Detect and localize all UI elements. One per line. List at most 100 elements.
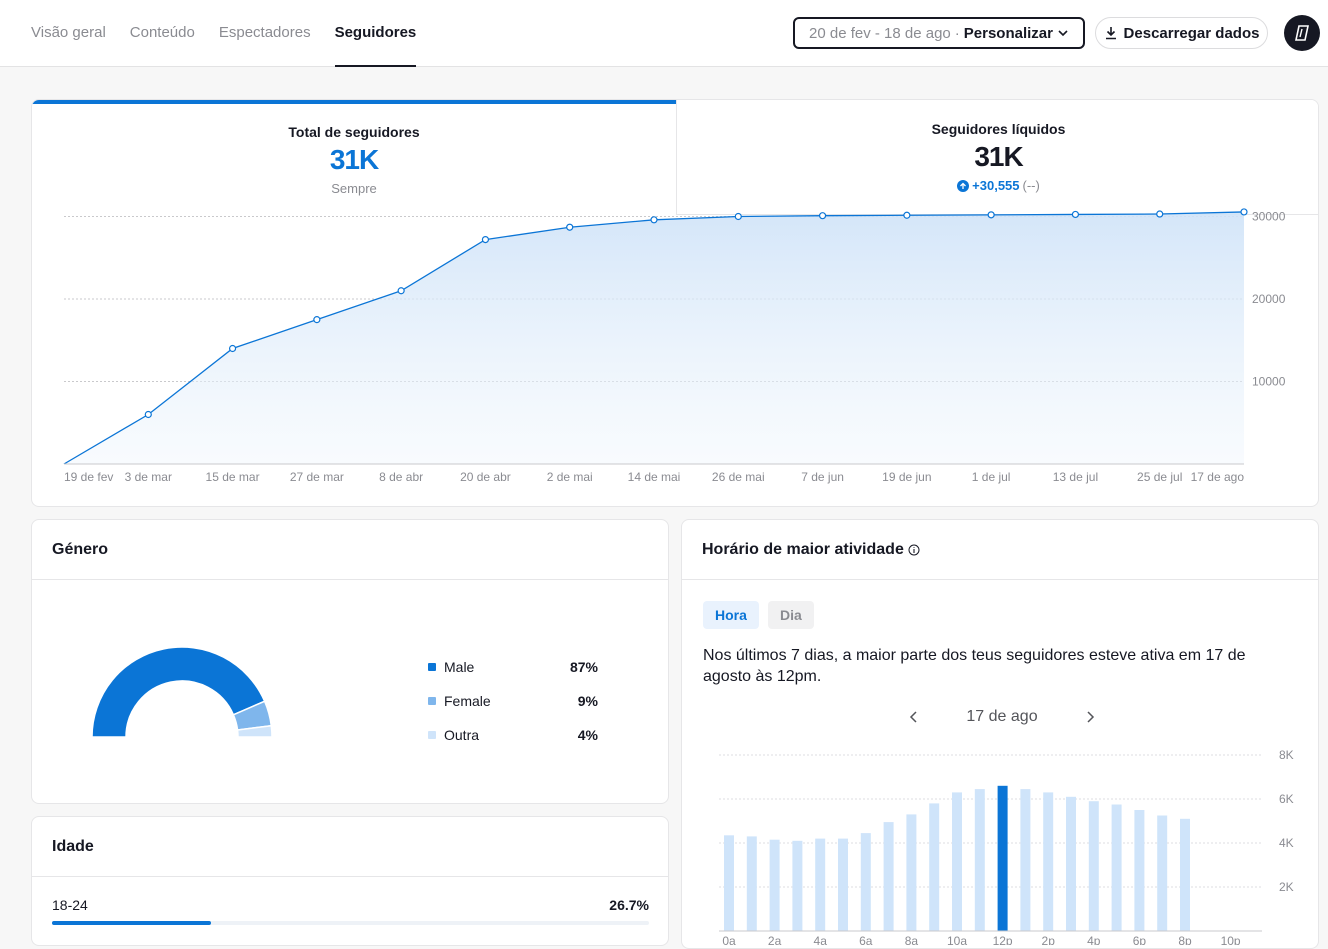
activity-bar [1066,796,1076,931]
metric-total-followers[interactable]: Total de seguidores 31K Sempre [32,100,676,215]
data-point [566,223,574,231]
y-tick-label: 30000 [1252,210,1286,224]
x-tick-label: 1 de jul [972,470,1011,484]
download-label: Descarregar dados [1123,24,1260,42]
legend-row-male: Male 87% [428,650,598,684]
legend-label: Female [444,693,491,709]
day-navigator: 17 de ago [902,705,1102,729]
activity-bar [860,833,871,931]
logo-icon [1295,25,1309,41]
metric-sub: Sempre [331,181,377,196]
x-tick-label: 13 de jul [1053,470,1098,484]
tab-followers[interactable]: Seguidores [334,0,416,67]
activity-bar [906,814,917,931]
y-tick-label: 20000 [1252,292,1286,306]
tab-bar: Visão geral Conteúdo Espectadores Seguid… [31,0,416,67]
tab-viewers[interactable]: Espectadores [218,24,311,41]
activity-bar [1020,789,1031,931]
activity-bar [883,822,894,931]
gender-title: Género [32,520,668,580]
age-bar-fill [52,921,212,925]
delta-value: +30,555 [972,178,1020,193]
gender-legend: Male 87% Female 9% Outra 4% [428,650,598,752]
legend-swatch-male [428,663,436,671]
metric-value: 31K [329,144,379,175]
y-tick-label: 2K [1279,880,1294,894]
age-label: 18-24 [52,897,88,913]
activity-bar [792,840,803,931]
activity-bar [1180,818,1190,931]
info-icon[interactable] [908,544,920,556]
x-tick-label: 0a [722,934,736,945]
activity-bar [1157,815,1168,931]
activity-bar [1043,792,1054,931]
gender-donut-chart [91,646,273,738]
gender-card: Género Male 87% Female 9% Outra 4% [31,519,669,804]
slice-male [91,646,266,738]
x-tick-label: 10p [1221,934,1241,945]
chevron-left-icon[interactable] [902,705,926,729]
age-row: 18-24 26.7% [52,897,649,913]
y-tick-label: 10000 [1252,375,1286,389]
data-point [481,236,490,244]
data-point [1156,210,1164,218]
x-tick-label: 2p [1042,934,1056,945]
metric-value: 31K [974,141,1023,172]
data-point [650,216,658,224]
legend-swatch-female [428,697,436,705]
data-point [397,287,405,295]
activity-bar [815,838,826,931]
activity-title: Horário de maior atividade [702,540,904,558]
activity-bar [838,838,848,931]
x-tick-label: 2 de mai [547,470,593,484]
date-range-text: 20 de fev - 18 de ago [809,24,951,42]
activity-summary: Nos últimos 7 dias, a maior parte dos te… [703,647,1246,685]
x-tick-label: 20 de abr [460,470,511,484]
followers-card: Total de seguidores 31K Sempre Seguidore… [31,99,1319,507]
data-point [1071,210,1080,219]
activity-bar [769,839,780,931]
chevron-right-icon[interactable] [1078,705,1102,729]
tab-content[interactable]: Conteúdo [129,24,195,41]
activity-bar [1111,804,1122,931]
area-fill [64,211,1244,464]
data-point [313,316,321,324]
activity-bar [952,792,962,931]
legend-value: 87% [569,659,598,675]
x-tick-label: 14 de mai [628,470,681,484]
activity-bar [974,789,985,931]
legend-row-other: Outra 4% [428,718,598,752]
legend-row-female: Female 9% [428,684,598,718]
date-custom-label: Personalizar [963,24,1053,42]
x-tick-label: 6a [859,934,873,945]
x-tick-label: 6p [1133,934,1147,945]
legend-label: Outra [444,727,480,743]
x-tick-label: 25 de jul [1137,470,1182,484]
x-tick-label: 3 de mar [125,470,172,484]
date-separator: · [954,24,960,42]
data-point [818,212,827,220]
tab-overview[interactable]: Visão geral [31,24,106,41]
age-value: 26.7% [609,897,649,913]
toggle-hour[interactable]: Hora [703,601,759,629]
date-range-picker[interactable]: 20 de fev - 18 de ago · Personalizar [793,17,1085,49]
toggle-day[interactable]: Dia [768,601,814,629]
data-point [1240,208,1248,216]
x-tick-label: 26 de mai [712,470,765,484]
legend-value: 9% [577,693,598,709]
delta-note: (--) [1022,178,1040,193]
x-tick-label: 8p [1178,934,1192,945]
x-tick-label: 4a [814,934,828,945]
activity-bar [929,803,940,931]
activity-bar [1088,801,1099,931]
metric-net-followers[interactable]: Seguidores líquidos 31K +30,555 (--) [676,100,1318,215]
x-tick-label: 2a [768,934,782,945]
legend-value: 4% [577,727,598,743]
avatar[interactable] [1284,15,1320,51]
activity-bar-chart: 2K 4K 6K 8K 0a 2a 4a 6a 8a 10a 12p 2p 4p 6p 8p 10p [719,748,1294,945]
x-tick-label: 19 de jun [882,470,931,484]
activity-bar [746,836,757,931]
download-data-button[interactable]: Descarregar dados [1095,17,1268,49]
metric-title: Seguidores líquidos [931,121,1066,137]
metric-title: Total de seguidores [288,124,420,140]
